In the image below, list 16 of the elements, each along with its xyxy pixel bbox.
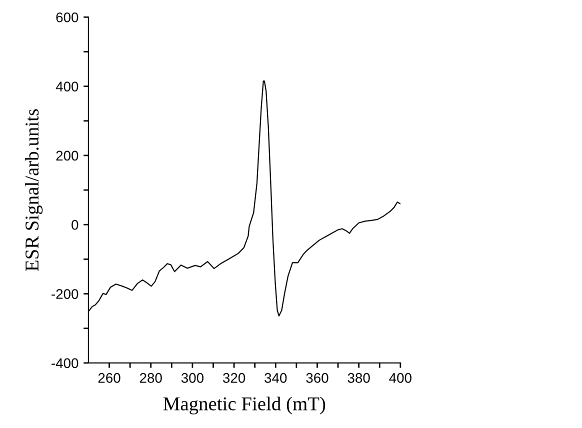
x-axis-title: Magnetic Field (mT) [163, 396, 326, 414]
x-tick-label: 300 [181, 373, 204, 383]
x-tick-label: 320 [222, 373, 246, 383]
y-tick-label: -400 [52, 358, 78, 368]
x-tick-label: 340 [264, 373, 287, 383]
x-tick-label: 360 [306, 373, 328, 383]
x-tick-label: 260 [98, 373, 120, 383]
y-tick-label: -200 [52, 289, 78, 299]
y-tick-label: 400 [56, 82, 78, 92]
y-tick-label: 0 [72, 220, 78, 230]
x-tick-label: 380 [348, 373, 370, 383]
x-tick-label: 400 [389, 373, 412, 383]
y-tick-label: 600 [56, 12, 78, 22]
x-tick-label: 280 [140, 373, 162, 383]
y-tick-label: 200 [56, 150, 78, 161]
y-axis-title: ESR Signal/arb.units [24, 109, 43, 272]
